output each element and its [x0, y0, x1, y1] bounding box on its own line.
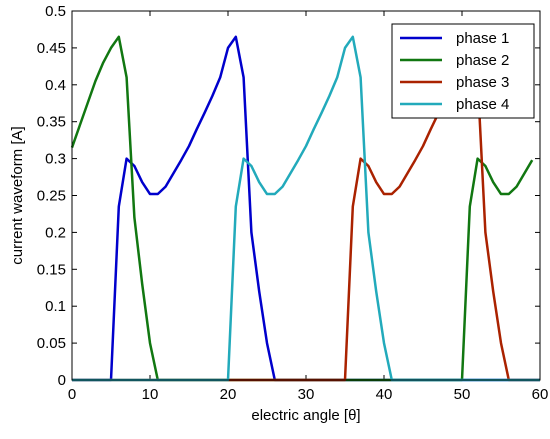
ticks-layer: 0 10 20 30 40 50 60 0 0.05 0.1 0.15 0.2 0.25 0.3 0.35 0… — [37, 3, 549, 403]
x-tick-label: 20 — [220, 386, 237, 403]
x-tick-label: 50 — [454, 386, 471, 403]
y-tick-label: 0.1 — [45, 298, 66, 315]
legend-label: phase 4 — [456, 96, 509, 113]
y-tick-label: 0.3 — [45, 151, 66, 168]
y-tick-label: 0.35 — [37, 114, 66, 131]
y-axis-label: current waveform [A] — [9, 126, 26, 264]
y-tick-label: 0.25 — [37, 188, 66, 205]
y-tick-label: 0 — [58, 372, 66, 389]
plot-frame — [71, 10, 541, 381]
series-line-phase-1 — [72, 35, 540, 382]
legend: phase 1 phase 2 phase 3 phase 4 — [391, 23, 535, 119]
series-line-phase-4 — [72, 35, 540, 382]
legend-label: phase 2 — [456, 52, 509, 69]
x-tick-label: 30 — [298, 386, 315, 403]
y-tick-label: 0.2 — [45, 224, 66, 241]
y-tick-label: 0.4 — [45, 77, 66, 94]
series-line-phase-3 — [72, 35, 540, 382]
y-tick-label: 0.45 — [37, 40, 66, 57]
y-tick-label: 0.15 — [37, 261, 66, 278]
x-tick-label: 10 — [142, 386, 159, 403]
legend-label: phase 3 — [456, 74, 509, 91]
x-tick-label: 0 — [68, 386, 76, 403]
legend-box — [391, 23, 535, 119]
x-tick-label: 60 — [532, 386, 549, 403]
legend-label: phase 1 — [456, 30, 509, 47]
y-tick-label: 0.5 — [45, 3, 66, 20]
x-tick-label: 40 — [376, 386, 393, 403]
labels-layer: electric angle [θ] current waveform [A] — [9, 126, 361, 424]
y-tick-label: 0.05 — [37, 335, 66, 352]
x-axis-label: electric angle [θ] — [251, 407, 360, 424]
